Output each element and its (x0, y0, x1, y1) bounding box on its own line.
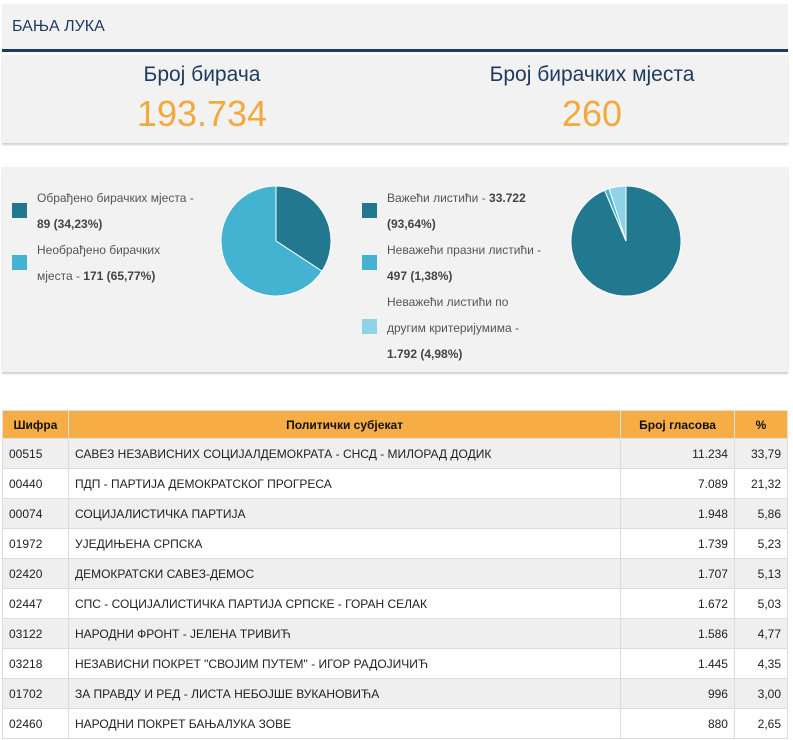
cell-party: СОЦИЈАЛИСТИЧКА ПАРТИЈА (67, 498, 622, 529)
table-row[interactable]: 00074 СОЦИЈАЛИСТИЧКА ПАРТИЈА 1.948 5,86 (2, 498, 789, 529)
table-row[interactable]: 02420 ДЕМОКРАТСКИ САВЕЗ-ДЕМОС 1.707 5,13 (2, 558, 789, 589)
table-row[interactable]: 01972 УЈЕДИЊЕНА СРПСКА 1.739 5,23 (2, 528, 789, 559)
legend-swatch-unprocessed (12, 255, 27, 270)
legend-processed-line1: Обрађено бирачких мјеста - (37, 191, 194, 205)
legend-swatch-processed (12, 203, 27, 218)
ballots-pie-chart (570, 185, 682, 297)
legend-swatch-valid (362, 203, 377, 218)
voters-stat: Број бирача 193.734 (52, 63, 352, 135)
cell-pct: 21,32 (733, 468, 789, 499)
cell-party: НАРОДНИ ПОКРЕТ БАЊАЛУКА ЗОВЕ (67, 708, 622, 739)
cell-votes: 1.739 (620, 528, 735, 559)
cell-pct: 2,65 (733, 708, 789, 739)
legend-valid-value: 33.722 (489, 191, 526, 205)
page-title: БАЊА ЛУКА (12, 18, 105, 35)
cell-code: 02447 (2, 588, 69, 619)
legend-unprocessed: Необрађено бирачких мјеста - 171 (65,77%… (12, 237, 212, 289)
cell-pct: 5,86 (733, 498, 789, 529)
stations-stat: Број бирачких мјеста 260 (442, 63, 742, 135)
cell-party: ПДП - ПАРТИЈА ДЕМОКРАТСКОГ ПРОГРЕСА (67, 468, 622, 499)
legend-valid: Важећи листићи - 33.722 (93,64%) (362, 185, 562, 237)
cell-party: САВЕЗ НЕЗАВИСНИХ СОЦИЈАЛДЕМОКРАТА - СНСД… (67, 438, 622, 469)
cell-code: 00074 (2, 498, 69, 529)
cell-code: 03122 (2, 618, 69, 649)
stations-pie-chart (220, 185, 332, 297)
cell-votes: 11.234 (620, 438, 735, 469)
cell-votes: 1.445 (620, 648, 735, 679)
cell-party: ЗА ПРАВДУ И РЕД - ЛИСТА НЕБОЈШЕ ВУКАНОВИ… (67, 678, 622, 709)
cell-party: НЕЗАВИСНИ ПОКРЕТ "СВОЈИМ ПУТЕМ" - ИГОР Р… (67, 648, 622, 679)
cell-pct: 33,79 (733, 438, 789, 469)
stations-pie-slice-1[interactable] (220, 185, 323, 297)
ballots-pie-slice-2[interactable] (608, 185, 627, 242)
cell-code: 03218 (2, 648, 69, 679)
cell-pct: 4,77 (733, 618, 789, 649)
header-code[interactable]: Шифра (2, 410, 69, 439)
table-row[interactable]: 00440 ПДП - ПАРТИЈА ДЕМОКРАТСКОГ ПРОГРЕСА… (2, 468, 789, 499)
cell-party: УЈЕДИЊЕНА СРПСКА (67, 528, 622, 559)
cell-party: ДЕМОКРАТСКИ САВЕЗ-ДЕМОС (67, 558, 622, 589)
cell-votes: 7.089 (620, 468, 735, 499)
table-row[interactable]: 02447 СПС - СОЦИЈАЛИСТИЧКА ПАРТИЈА СРПСКЕ… (2, 588, 789, 619)
header-party[interactable]: Политички субјекат (67, 410, 622, 439)
cell-votes: 1.707 (620, 558, 735, 589)
legend-unprocessed-line1: Необрађено бирачких (37, 243, 161, 257)
cell-party: СПС - СОЦИЈАЛИСТИЧКА ПАРТИЈА СРПСКЕ - ГО… (67, 588, 622, 619)
cell-code: 01702 (2, 678, 69, 709)
cell-pct: 5,23 (733, 528, 789, 559)
stations-label: Број бирачких мјеста (489, 63, 695, 86)
legend-processed: Обрађено бирачких мјеста - 89 (34,23%) (12, 185, 212, 237)
cell-votes: 880 (620, 708, 735, 739)
legend-valid-line1: Важећи листићи - (387, 191, 490, 205)
header-votes[interactable]: Број гласова (620, 410, 735, 439)
cell-votes: 1.586 (620, 618, 735, 649)
cell-code: 00515 (2, 438, 69, 469)
legend-unprocessed-value: 171 (65,77%) (83, 269, 156, 283)
header-pct[interactable]: % (733, 410, 789, 439)
legend-swatch-invalid-other (362, 319, 377, 334)
legend-invalid-empty-line1: Неважећи празни листићи - (387, 243, 542, 257)
cell-pct: 5,13 (733, 558, 789, 589)
cell-code: 02420 (2, 558, 69, 589)
cell-pct: 5,03 (733, 588, 789, 619)
voters-label: Број бирача (143, 63, 261, 86)
cell-votes: 1.948 (620, 498, 735, 529)
pie-panel: Обрађено бирачких мјеста - 89 (34,23%) Н… (2, 167, 788, 372)
table-header-row: Шифра Политички субјекат Број гласова % (2, 410, 789, 439)
cell-code: 00440 (2, 468, 69, 499)
cell-party: НАРОДНИ ФРОНТ - ЈЕЛЕНА ТРИВИЋ (67, 618, 622, 649)
table-row[interactable]: 00515 САВЕЗ НЕЗАВИСНИХ СОЦИЈАЛДЕМОКРАТА -… (2, 438, 789, 469)
legend-invalid-other-line2: другим критеријумима - (387, 321, 519, 335)
cell-code: 02460 (2, 708, 69, 739)
results-table: Шифра Политички субјекат Број гласова % … (2, 410, 789, 739)
legend-valid-pct: (93,64%) (387, 217, 436, 231)
cell-pct: 4,35 (733, 648, 789, 679)
legend-invalid-other-value: 1.792 (4,98%) (387, 347, 463, 361)
table-row[interactable]: 03122 НАРОДНИ ФРОНТ - ЈЕЛЕНА ТРИВИЋ 1.586 4… (2, 618, 789, 649)
table-row[interactable]: 03218 НЕЗАВИСНИ ПОКРЕТ "СВОЈИМ ПУТЕМ" - И… (2, 648, 789, 679)
voters-value: 193.734 (136, 93, 268, 134)
cell-votes: 996 (620, 678, 735, 709)
title-bar: БАЊА ЛУКА (2, 4, 788, 52)
legend-invalid-other-line1: Неважећи листићи по (387, 295, 509, 309)
cell-votes: 1.672 (620, 588, 735, 619)
cell-code: 01972 (2, 528, 69, 559)
stats-panel: Број бирача 193.734 Број бирачких мјеста… (2, 55, 788, 143)
legend-invalid-empty-value: 497 (1,38%) (387, 269, 453, 283)
legend-swatch-invalid-empty (362, 255, 377, 270)
table-row[interactable]: 02460 НАРОДНИ ПОКРЕТ БАЊАЛУКА ЗОВЕ 880 2,65 (2, 708, 789, 739)
cell-pct: 3,00 (733, 678, 789, 709)
legend-processed-value: 89 (34,23%) (37, 217, 103, 231)
legend-unprocessed-prefix: мјеста - (37, 269, 84, 283)
legend-invalid-other: Неважећи листићи по другим критеријумима… (362, 289, 562, 367)
legend-invalid-empty: Неважећи празни листићи - 497 (1,38%) (362, 237, 562, 289)
table-row[interactable]: 01702 ЗА ПРАВДУ И РЕД - ЛИСТА НЕБОЈШЕ ВУК… (2, 678, 789, 709)
stations-value: 260 (561, 93, 623, 134)
